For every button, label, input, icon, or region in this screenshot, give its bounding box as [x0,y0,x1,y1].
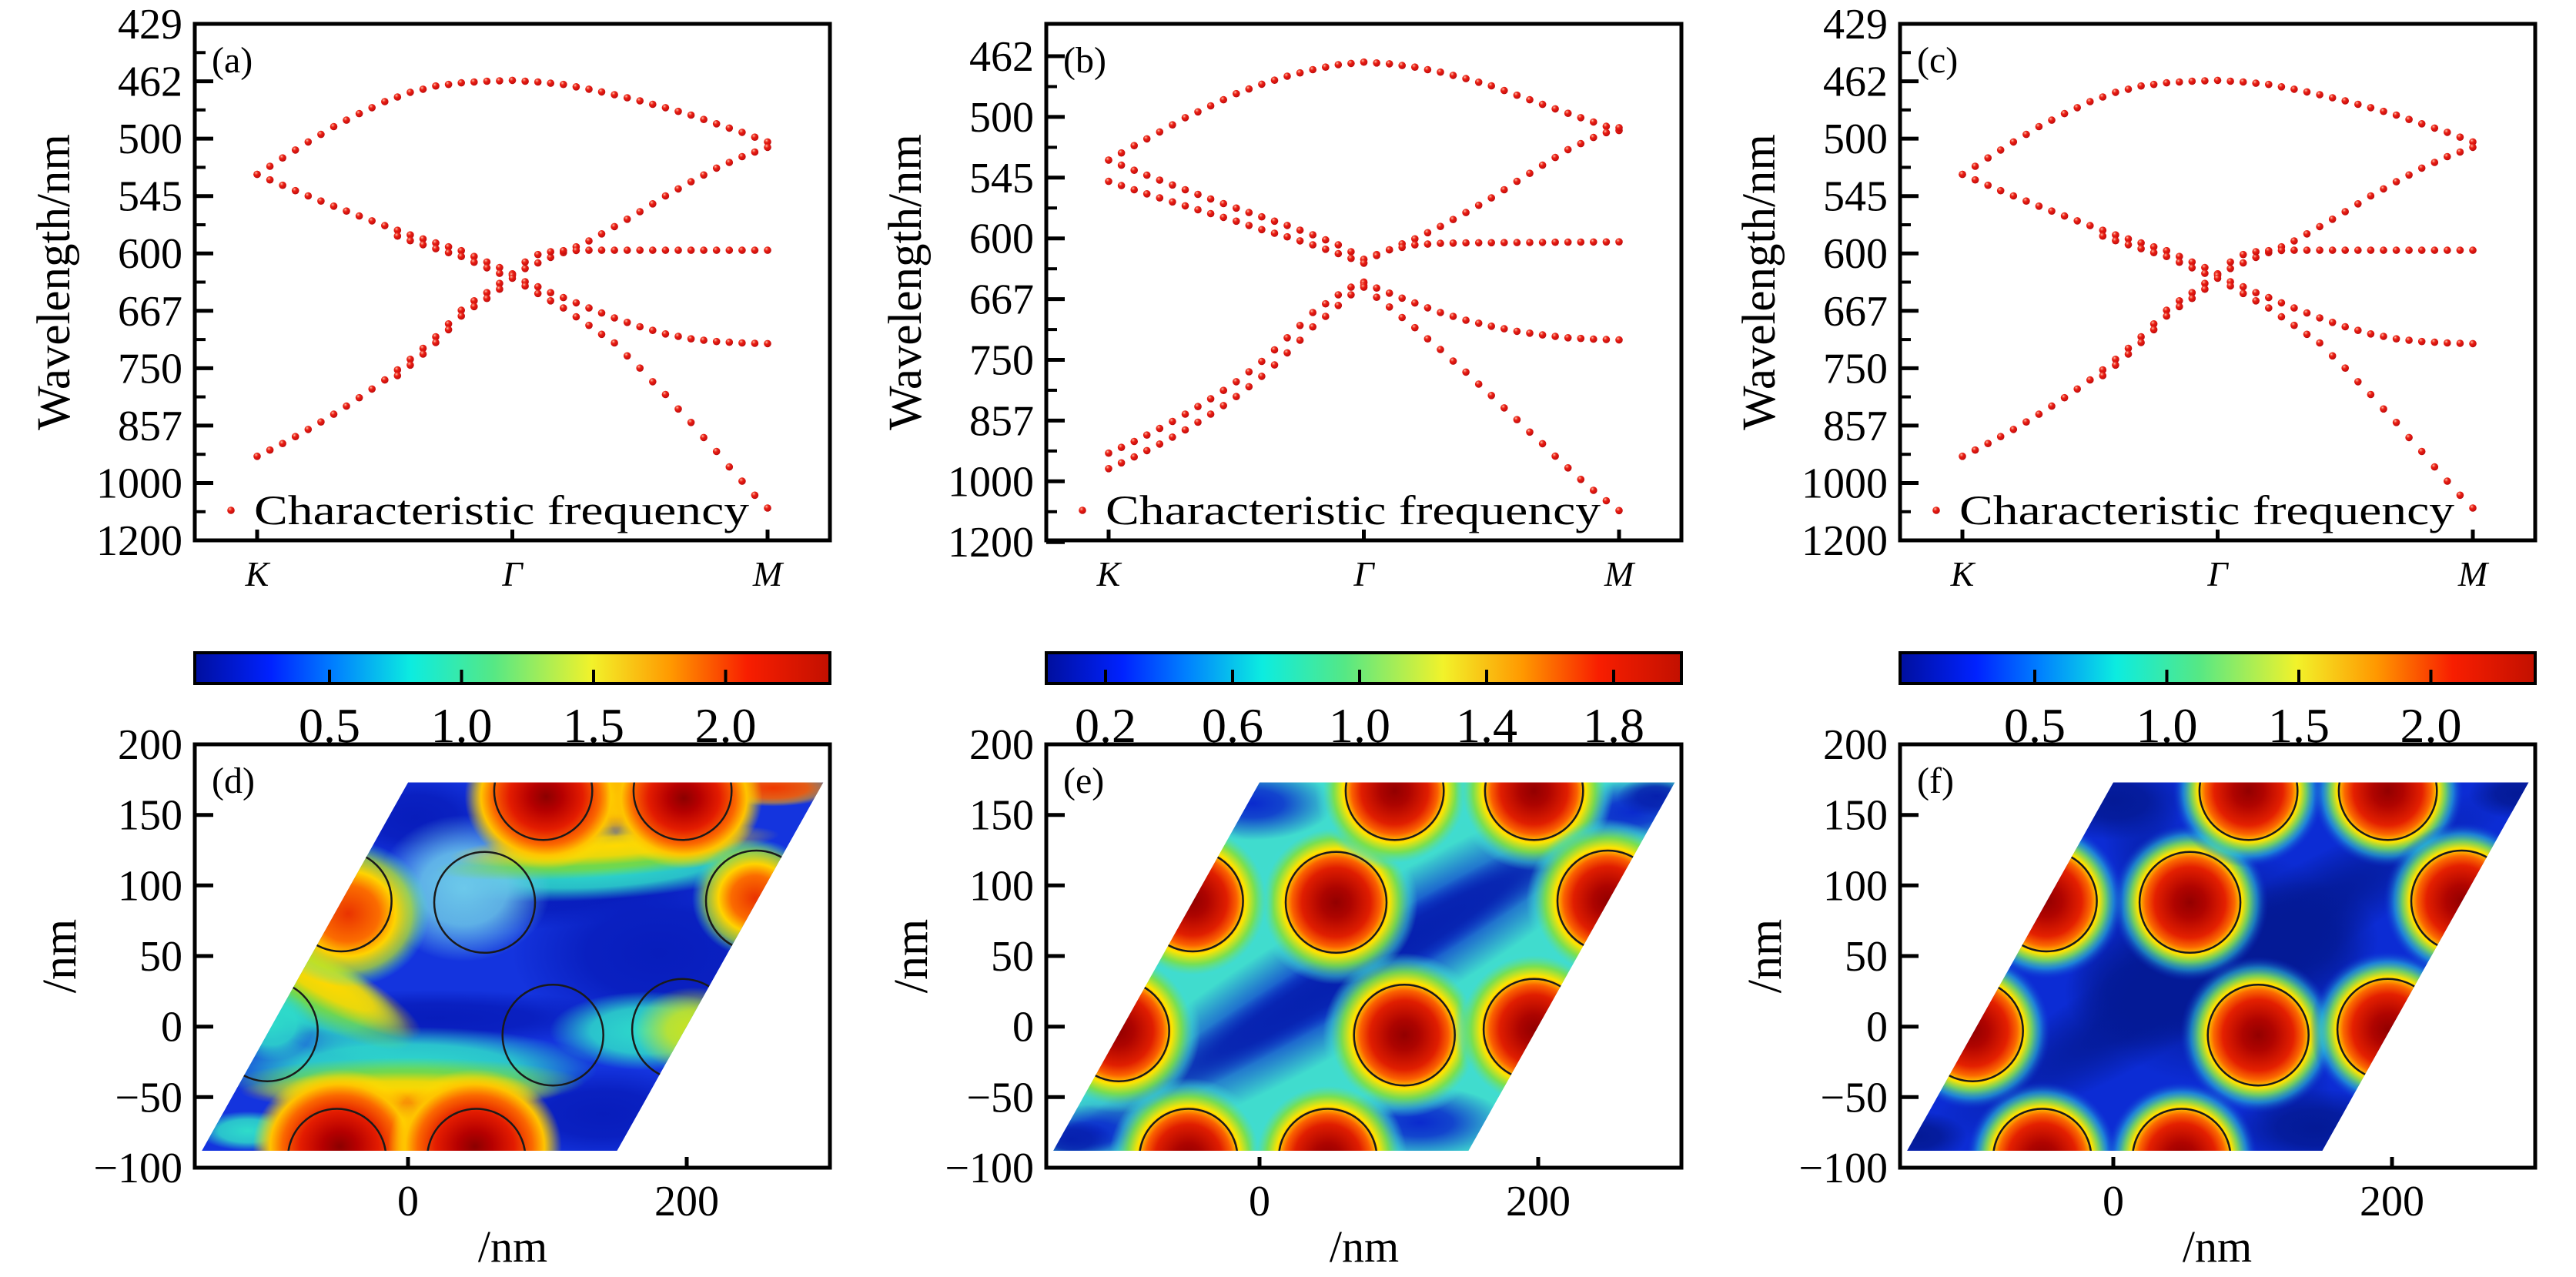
svg-text:/nm: /nm [1739,919,1791,993]
svg-text:(a): (a) [212,40,253,81]
svg-text:−100: −100 [93,1145,182,1192]
svg-text:50: 50 [991,933,1034,981]
svg-text:500: 500 [1823,115,1888,163]
svg-text:100: 100 [1823,862,1888,910]
svg-text:0: 0 [2103,1178,2124,1225]
svg-text:750: 750 [118,345,182,393]
svg-text:150: 150 [1823,792,1888,840]
svg-text:857: 857 [1823,403,1888,450]
svg-text:1200: 1200 [948,519,1034,567]
svg-text:/nm: /nm [885,919,938,993]
svg-text:−100: −100 [945,1145,1034,1192]
svg-text:667: 667 [1823,288,1888,336]
svg-text:462: 462 [118,59,182,106]
svg-text:1000: 1000 [1802,460,1888,508]
svg-text:/nm: /nm [2183,1222,2252,1272]
svg-text:545: 545 [1823,173,1888,221]
svg-text:K: K [245,554,271,593]
svg-text:Γ: Γ [501,554,524,593]
svg-text:667: 667 [969,276,1034,324]
svg-text:429: 429 [1823,1,1888,48]
svg-text:−50: −50 [1820,1074,1888,1122]
svg-text:0: 0 [161,1004,182,1051]
svg-text:(e): (e) [1063,761,1104,801]
svg-text:/nm: /nm [34,919,86,993]
svg-text:600: 600 [1823,230,1888,278]
svg-text:150: 150 [969,792,1034,840]
svg-text:1000: 1000 [96,460,182,508]
svg-text:−100: −100 [1798,1145,1888,1192]
svg-text:0: 0 [1012,1004,1034,1051]
svg-text:0: 0 [1249,1178,1270,1225]
svg-text:750: 750 [969,337,1034,385]
svg-text:857: 857 [969,397,1034,445]
svg-text:750: 750 [1823,345,1888,393]
svg-text:/nm: /nm [478,1222,547,1272]
svg-text:K: K [1950,554,1976,593]
svg-text:600: 600 [118,230,182,278]
svg-text:1200: 1200 [96,517,182,565]
svg-text:429: 429 [118,1,182,48]
svg-text:100: 100 [969,862,1034,910]
svg-text:M: M [752,554,785,593]
svg-text:200: 200 [969,721,1034,769]
svg-text:1000: 1000 [948,458,1034,506]
svg-text:(c): (c) [1917,40,1958,81]
svg-text:Wavelength/nm: Wavelength/nm [880,134,932,430]
svg-text:200: 200 [1506,1178,1571,1225]
svg-text:K: K [1096,554,1122,593]
svg-text:545: 545 [969,155,1034,202]
svg-text:50: 50 [1845,933,1888,981]
svg-text:200: 200 [1823,721,1888,769]
svg-text:462: 462 [1823,59,1888,106]
svg-text:(f): (f) [1917,761,1954,801]
svg-text:100: 100 [118,862,182,910]
svg-text:0: 0 [1866,1004,1888,1051]
svg-text:545: 545 [118,173,182,221]
svg-text:500: 500 [118,115,182,163]
svg-text:462: 462 [969,33,1034,81]
svg-text:Characteristic frequency: Characteristic frequency [254,487,749,533]
svg-text:Γ: Γ [1353,554,1375,593]
svg-text:Γ: Γ [2206,554,2229,593]
svg-text:500: 500 [969,94,1034,142]
svg-text:200: 200 [654,1178,719,1225]
svg-text:Characteristic frequency: Characteristic frequency [1959,487,2454,533]
svg-text:(b): (b) [1063,40,1106,81]
svg-text:Wavelength/nm: Wavelength/nm [28,134,80,430]
svg-text:50: 50 [139,933,182,981]
svg-text:1200: 1200 [1802,517,1888,565]
svg-text:M: M [2457,554,2490,593]
svg-text:200: 200 [2360,1178,2424,1225]
svg-text:−50: −50 [115,1074,182,1122]
svg-text:M: M [1604,554,1636,593]
svg-text:/nm: /nm [1330,1222,1399,1272]
svg-text:150: 150 [118,792,182,840]
svg-text:600: 600 [969,216,1034,263]
svg-text:667: 667 [118,288,182,336]
svg-text:200: 200 [118,721,182,769]
svg-text:Wavelength/nm: Wavelength/nm [1734,134,1785,430]
svg-text:0: 0 [397,1178,419,1225]
svg-text:(d): (d) [212,761,255,801]
svg-text:−50: −50 [966,1074,1034,1122]
svg-text:857: 857 [118,403,182,450]
svg-text:Characteristic frequency: Characteristic frequency [1106,487,1601,533]
